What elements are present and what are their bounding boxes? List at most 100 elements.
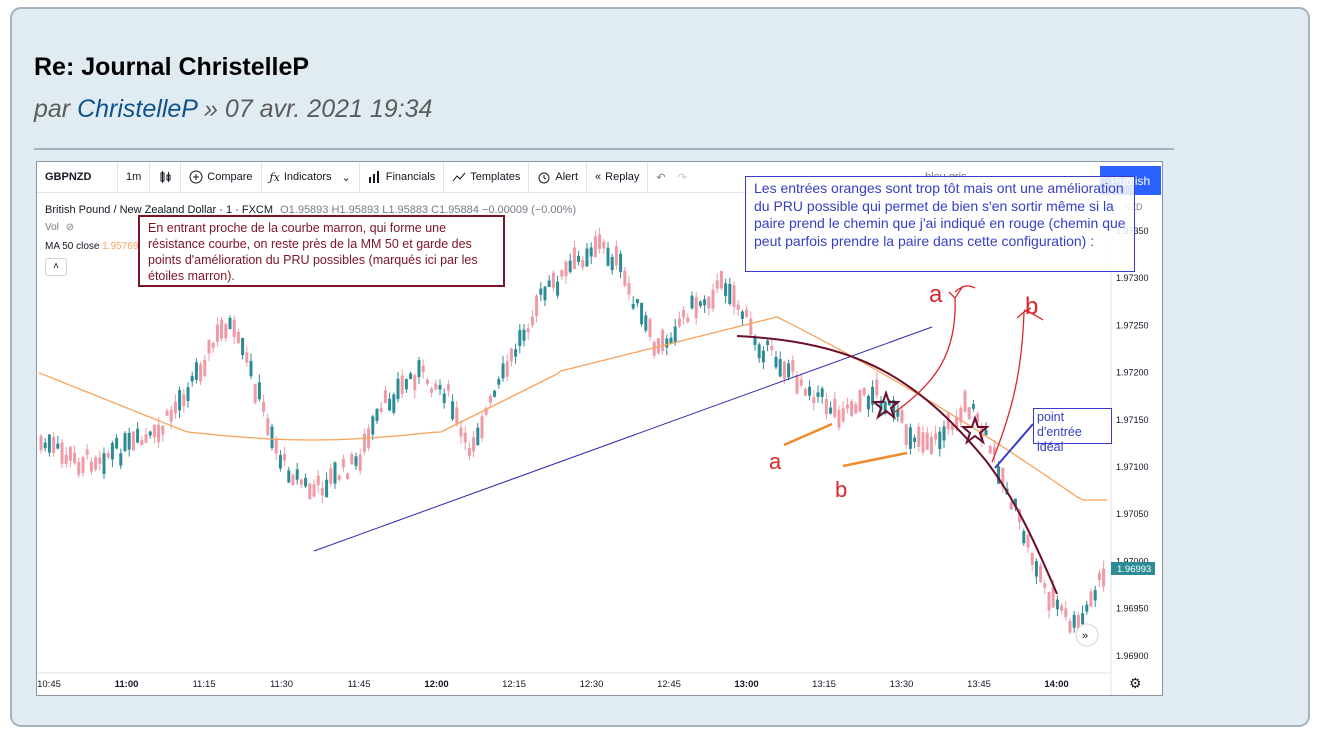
candle-body xyxy=(425,379,429,384)
candle-body xyxy=(455,407,459,424)
candle-body xyxy=(329,468,333,484)
alert-button[interactable]: Alert xyxy=(529,162,588,192)
candle-body xyxy=(64,454,68,464)
candle-body xyxy=(518,330,522,347)
candle-body xyxy=(963,391,967,412)
candle-body xyxy=(808,386,812,396)
candle-body xyxy=(1043,583,1047,588)
candle-body xyxy=(157,424,161,443)
post-date: 07 avr. 2021 19:34 xyxy=(224,95,433,123)
candle-body xyxy=(467,448,471,456)
time-tick-label: 12:30 xyxy=(580,679,604,690)
candle-body xyxy=(778,359,782,377)
price-ticks: 1.973501.973001.972501.972001.971501.971… xyxy=(1116,226,1149,661)
undo-redo: ↶ ↷ xyxy=(648,162,694,192)
candle-body xyxy=(421,365,425,373)
candle-body xyxy=(299,479,303,485)
candle-body xyxy=(938,431,942,450)
candle-body xyxy=(383,390,387,404)
candle-body xyxy=(904,424,908,446)
candle-body xyxy=(782,361,786,380)
candle-body xyxy=(1064,608,1068,618)
candle-body xyxy=(719,270,723,289)
candle-body xyxy=(308,483,312,500)
candle-body xyxy=(224,323,228,339)
candle-body xyxy=(539,288,543,295)
candle-body xyxy=(165,410,169,416)
price-tick-label: 1.96950 xyxy=(1116,604,1149,614)
candle-body xyxy=(287,470,291,483)
candle-body xyxy=(396,378,400,400)
candle-body xyxy=(60,442,64,464)
candle-body xyxy=(1076,615,1080,634)
chart-style-button[interactable] xyxy=(150,162,182,192)
candle-body xyxy=(451,401,455,420)
candle-body xyxy=(967,407,971,419)
candle-body xyxy=(1085,604,1089,612)
label-b-orange: b xyxy=(835,477,847,502)
candle-body xyxy=(509,348,513,362)
candle-body xyxy=(682,310,686,318)
candle-body xyxy=(312,484,316,497)
candle-body xyxy=(173,401,177,414)
ma50-line xyxy=(38,316,1107,501)
label-a-red: a xyxy=(929,281,943,308)
candle-body xyxy=(761,350,765,363)
candle-body xyxy=(803,388,807,396)
candle-body xyxy=(413,375,417,391)
candle-body xyxy=(585,248,589,267)
eye-icon[interactable]: ⊘ xyxy=(65,222,75,233)
red-path-b xyxy=(991,307,1044,463)
candle-body xyxy=(144,434,148,443)
redo-icon[interactable]: ↷ xyxy=(677,171,687,184)
price-chart[interactable]: a b a b 1.973501.973001.972501.972001.97… xyxy=(37,162,1162,695)
candle-body xyxy=(182,394,186,407)
last-price-bg xyxy=(1111,562,1155,575)
candle-body xyxy=(858,390,862,412)
time-tick-label: 11:00 xyxy=(115,679,139,690)
collapse-legend-button[interactable]: ˄ xyxy=(45,258,67,276)
alarm-clock-icon xyxy=(538,172,550,184)
time-tick-label: 10:45 xyxy=(37,679,61,690)
gear-icon[interactable]: ⚙ xyxy=(1129,675,1142,691)
interval-button[interactable]: 1m xyxy=(118,162,151,192)
candle-body xyxy=(56,443,60,449)
time-tick-label: 11:30 xyxy=(270,679,293,690)
candle-body xyxy=(623,270,627,286)
candle-body xyxy=(724,283,728,296)
candle-body xyxy=(669,337,673,344)
scroll-right-button[interactable] xyxy=(1075,623,1099,647)
candle-body xyxy=(472,437,476,452)
last-price: 1.96993 xyxy=(1117,564,1151,575)
templates-button[interactable]: Templates xyxy=(444,162,530,192)
candle-body xyxy=(274,439,278,454)
time-tick-label: 11:15 xyxy=(192,679,215,690)
indicators-button[interactable]: ƒx Indicators ⌄ xyxy=(262,162,360,192)
replay-button[interactable]: « Replay xyxy=(587,162,649,192)
post-by: par xyxy=(34,95,71,123)
financials-button[interactable]: Financials xyxy=(360,162,445,192)
candle-body xyxy=(115,437,119,449)
price-tick-label: 1.97100 xyxy=(1116,462,1149,472)
author-link[interactable]: ChristelleP xyxy=(77,95,198,123)
candle-body xyxy=(925,432,929,450)
financials-label: Financials xyxy=(385,171,436,183)
date-separator: » xyxy=(204,95,218,123)
candle-body xyxy=(581,260,585,268)
candle-body xyxy=(866,395,870,410)
label-b-red: b xyxy=(1025,293,1038,320)
undo-icon[interactable]: ↶ xyxy=(656,171,666,184)
candle-body xyxy=(430,388,434,393)
candle-body xyxy=(732,285,736,308)
candle-body xyxy=(703,299,707,306)
ma-legend: MA 50 close 1.95769 xyxy=(45,241,138,252)
candle-body xyxy=(892,399,896,418)
compare-button[interactable]: Compare xyxy=(181,162,262,192)
candle-body xyxy=(178,390,182,411)
candle-body xyxy=(89,461,93,472)
candle-body xyxy=(530,316,534,326)
symbol-search[interactable]: GBPNZD xyxy=(37,162,118,192)
candle-body xyxy=(871,386,875,405)
candle-body xyxy=(459,427,463,437)
candle-body xyxy=(476,427,480,446)
